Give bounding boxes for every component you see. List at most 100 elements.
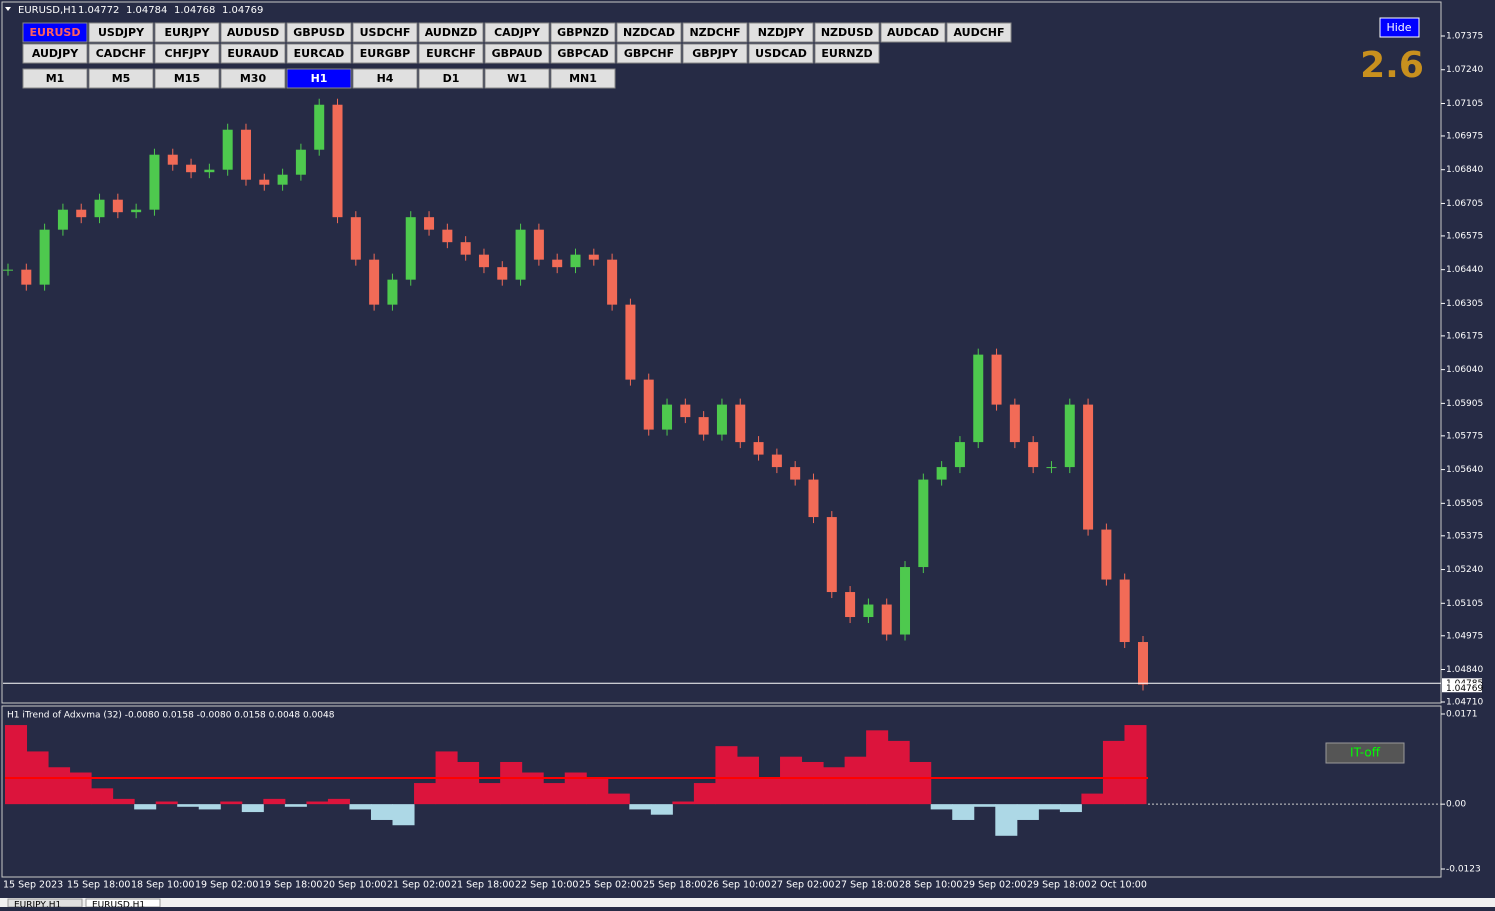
candle	[533, 229, 544, 260]
candle	[570, 254, 581, 268]
timeframe-button[interactable]	[154, 68, 220, 89]
timeframe-button[interactable]	[286, 68, 352, 89]
symbol-button[interactable]	[616, 43, 682, 64]
candle	[295, 149, 306, 175]
symbol-button-label: NZDJPY	[758, 26, 805, 39]
symbol-button[interactable]	[484, 22, 550, 43]
indicator-bar	[844, 756, 867, 805]
hide-button[interactable]	[1379, 17, 1420, 38]
candle	[1028, 442, 1039, 468]
indicator-bar	[198, 804, 221, 810]
time-label: 25 Sep 02:00	[579, 880, 642, 891]
candle	[735, 404, 746, 443]
it-off-button[interactable]	[1325, 742, 1405, 764]
indicator-bar	[629, 804, 652, 810]
symbol-button[interactable]	[682, 43, 748, 64]
price-tick-label: 1.05640	[1446, 465, 1483, 475]
candle	[94, 199, 105, 218]
symbol-button-label: GBPJPY	[692, 47, 739, 60]
timeframe-button[interactable]	[88, 68, 154, 89]
candle	[460, 242, 471, 255]
candle	[405, 217, 416, 280]
price-tick-label: 1.06040	[1446, 365, 1483, 375]
indicator-bar	[973, 804, 996, 807]
symbol-button[interactable]	[748, 22, 814, 43]
candle	[167, 154, 178, 165]
candle	[643, 379, 654, 430]
timeframe-button[interactable]	[220, 68, 286, 89]
time-label: 27 Sep 02:00	[771, 880, 834, 891]
symbol-button-label: AUDNZD	[425, 26, 478, 39]
candle	[698, 417, 709, 435]
symbol-button[interactable]	[286, 43, 352, 64]
symbol-button[interactable]	[880, 22, 946, 43]
symbol-button[interactable]	[220, 22, 286, 43]
symbol-button[interactable]	[154, 22, 220, 43]
tab-bar	[0, 898, 1495, 907]
symbol-button[interactable]	[352, 43, 418, 64]
indicator-bar	[48, 767, 71, 805]
price-tick-label: 1.05105	[1446, 599, 1483, 609]
symbol-button-label: USDCAD	[755, 47, 807, 60]
indicator-bar	[457, 761, 480, 805]
candle	[1101, 529, 1112, 580]
symbol-button[interactable]	[220, 43, 286, 64]
menu-arrow	[5, 7, 11, 11]
time-label: 15 Sep 2023	[3, 880, 63, 891]
symbol-button-label: EURAUD	[227, 47, 278, 60]
symbol-button[interactable]	[88, 43, 154, 64]
candle	[918, 479, 929, 568]
candle	[607, 259, 618, 305]
symbol-button[interactable]	[814, 22, 880, 43]
indicator-bar	[909, 761, 932, 805]
symbol-button[interactable]	[748, 43, 814, 64]
indicator-bar	[930, 804, 953, 810]
symbol-button[interactable]	[484, 43, 550, 64]
candle	[497, 267, 508, 280]
time-label: 28 Sep 10:00	[899, 880, 962, 891]
indicator-bar	[134, 804, 157, 810]
price-tick-label: 1.05240	[1446, 565, 1483, 575]
symbol-button[interactable]	[550, 43, 616, 64]
symbol-button[interactable]	[814, 43, 880, 64]
symbol-button-label: NZDUSD	[821, 26, 873, 39]
candle	[1009, 404, 1020, 443]
indicator-bar	[586, 777, 609, 805]
indicator-bar	[306, 801, 329, 805]
candle	[716, 404, 727, 435]
symbol-button[interactable]	[22, 43, 88, 64]
timeframe-button[interactable]	[352, 68, 418, 89]
symbol-button[interactable]	[616, 22, 682, 43]
ohlc-value: 1.04784	[126, 5, 167, 16]
symbol-button[interactable]	[154, 43, 220, 64]
symbol-button[interactable]	[946, 22, 1012, 43]
symbol-button[interactable]	[550, 22, 616, 43]
symbol-button-label: GBPAUD	[492, 47, 543, 60]
time-label: 29 Sep 18:00	[1027, 880, 1090, 891]
timeframe-button[interactable]	[550, 68, 616, 89]
price-tick-label: 1.05505	[1446, 499, 1483, 509]
price-tick-label: 1.07375	[1446, 32, 1483, 42]
indicator-bar	[91, 788, 114, 805]
candle	[515, 229, 526, 280]
timeframe-button[interactable]	[22, 68, 88, 89]
symbol-button[interactable]	[22, 22, 88, 43]
timeframe-button[interactable]	[484, 68, 550, 89]
symbol-button-label: EURUSD	[30, 26, 81, 39]
ohlc-value: 1.04772	[78, 5, 119, 16]
timeframe-button-label: M30	[240, 72, 267, 85]
symbol-button[interactable]	[286, 22, 352, 43]
timeframe-button[interactable]	[418, 68, 484, 89]
candle	[973, 354, 984, 443]
time-label: 29 Sep 02:00	[963, 880, 1026, 891]
symbol-button[interactable]	[88, 22, 154, 43]
symbol-button[interactable]	[418, 43, 484, 64]
indicator-bar	[952, 804, 975, 820]
price-tick-label: 1.06305	[1446, 299, 1483, 309]
symbol-button[interactable]	[418, 22, 484, 43]
price-tick-label: 1.05775	[1446, 431, 1483, 441]
timeframe-button-label: M5	[112, 72, 131, 85]
symbol-button[interactable]	[352, 22, 418, 43]
symbol-button[interactable]	[682, 22, 748, 43]
time-label: 2 Oct 10:00	[1091, 880, 1147, 891]
